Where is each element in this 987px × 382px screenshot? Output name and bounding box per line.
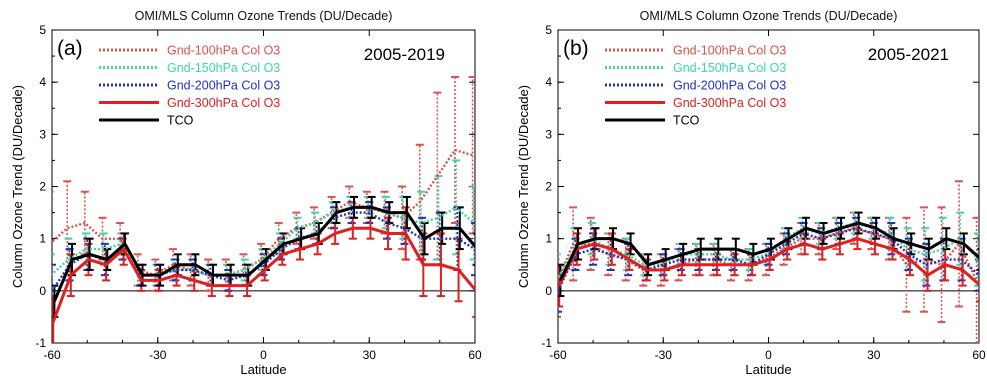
plot-frame [51,29,476,344]
y-tick-label: -1 [541,336,552,350]
panel-label: (b) [563,37,589,60]
x-tick-label: 30 [363,348,377,362]
y-tick-label: -1 [35,336,46,350]
y-tick-label: 3 [39,127,46,141]
series-line-tco [559,221,979,282]
y-axis-label: Column Ozone Trend (DU/Decade) [10,85,25,288]
x-tick-label: 60 [468,348,482,362]
y-tick-label: 2 [39,180,46,194]
legend-label: Gnd-100hPa Col O3 [167,44,280,58]
y-axis-label: Column Ozone Trend (DU/Decade) [516,85,531,288]
panel-label: (a) [57,37,83,60]
chart-panel-a: OMI/MLS Column Ozone Trends (DU/Decade) -… [10,9,482,377]
plot-area [558,180,979,343]
series-line-gnd-300hpa-col-o3 [52,226,475,323]
x-tick-label: 0 [765,348,772,362]
legend-label: Gnd-300hPa Col O3 [673,96,786,110]
y-tick-label: 0 [39,284,46,298]
legend-label: Gnd-100hPa Col O3 [673,44,786,58]
legend-label: TCO [673,114,700,128]
x-tick-label: -30 [655,348,673,362]
series-line-tco [53,205,475,302]
legend-label: Gnd-150hPa Col O3 [673,61,786,75]
x-tick-label: 30 [867,348,881,362]
x-tick-label: -30 [149,348,167,362]
series-gnd-300hpa-col-o3 [52,206,475,343]
series-gnd-200hpa-col-o3 [558,216,979,313]
x-tick-label: 0 [260,348,267,362]
period-label: 2005-2021 [868,45,949,64]
legend: Gnd-100hPa Col O3 Gnd-150hPa Col O3 Gnd-20… [99,44,280,128]
series-line-gnd-200hpa-col-o3 [52,211,475,292]
series-line-gnd-150hpa-col-o3 [52,206,475,277]
x-axis-label: Latitude [745,362,791,377]
plot-area [52,75,475,343]
x-tick-label: -60 [549,348,567,362]
series-line-gnd-150hpa-col-o3 [558,221,979,281]
x-axis-label: Latitude [240,362,286,377]
legend-label: Gnd-150hPa Col O3 [167,61,280,75]
y-tick-label: 1 [39,232,46,246]
legend-label: Gnd-200hPa Col O3 [167,79,280,93]
y-tick-label: 4 [39,75,46,89]
y-tick-label: 1 [545,232,552,246]
chart-title: OMI/MLS Column Ozone Trends (DU/Decade) [640,9,898,23]
legend-label: TCO [167,114,194,128]
legend-label: Gnd-300hPa Col O3 [167,96,280,110]
y-tick-label: 0 [545,284,552,298]
chart-title: OMI/MLS Column Ozone Trends (DU/Decade) [135,9,393,23]
y-tick-label: 4 [545,75,552,89]
plot-frame [557,29,980,344]
y-tick-label: 3 [545,127,552,141]
series-line-gnd-300hpa-col-o3 [558,237,979,287]
period-label: 2005-2019 [364,45,445,64]
chart-panel-b: OMI/MLS Column Ozone Trends (DU/Decade) -… [516,9,986,377]
x-tick-label: 60 [972,348,986,362]
y-tick-label: 2 [545,180,552,194]
legend-label: Gnd-200hPa Col O3 [673,79,786,93]
legend: Gnd-100hPa Col O3 Gnd-150hPa Col O3 Gnd-20… [605,44,786,128]
y-tick-label: 5 [545,23,552,37]
y-tick-label: 5 [39,23,46,37]
series-line-gnd-100hpa-col-o3 [52,148,473,277]
x-tick-label: -60 [43,348,61,362]
